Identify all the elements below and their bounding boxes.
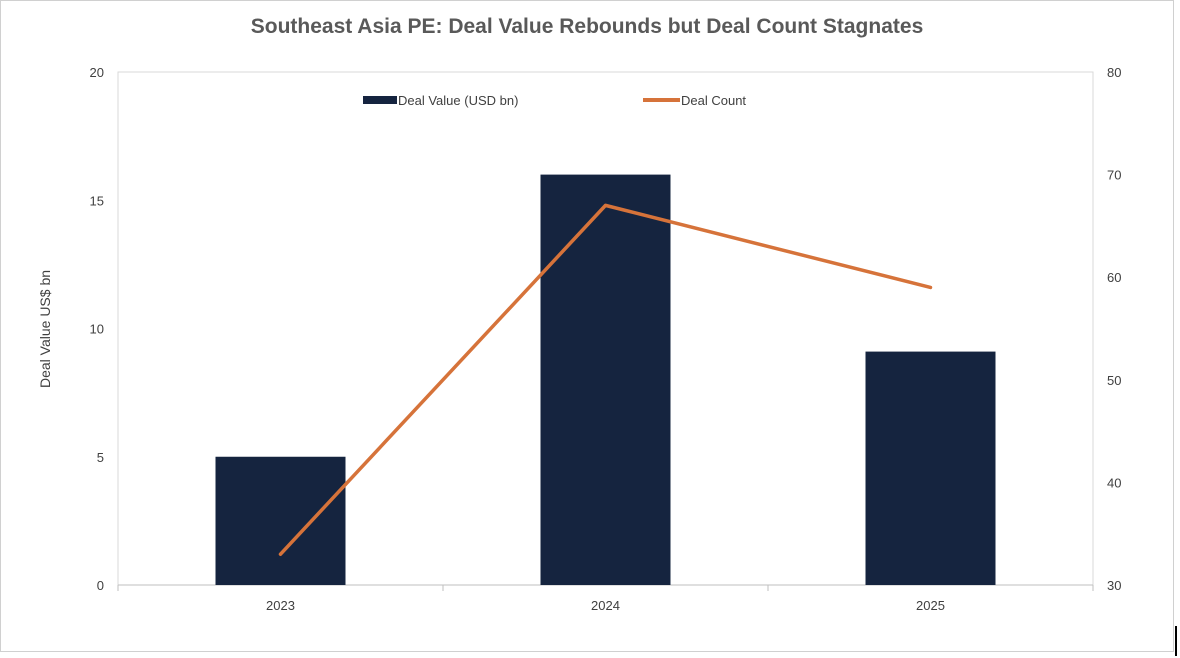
right-tick-label: 50 [1107,373,1121,388]
left-tick-label: 20 [90,65,104,80]
legend-line-label: Deal Count [681,93,746,108]
left-tick-label: 5 [97,450,104,465]
legend: Deal Value (USD bn) Deal Count [363,93,746,108]
x-tick-label: 2023 [266,598,295,613]
deal-count-point-2024 [604,203,607,207]
bar-2023 [215,456,346,585]
right-axis-ticks: 30 40 50 60 70 80 [1107,65,1121,593]
right-tick-label: 30 [1107,578,1121,593]
right-tick-label: 40 [1107,475,1121,490]
bar-2024 [540,174,671,585]
right-tick-label: 80 [1107,65,1121,80]
left-tick-label: 15 [90,193,104,208]
legend-bar-swatch [363,96,397,104]
left-tick-label: 10 [90,322,104,337]
x-tick-label: 2025 [916,598,945,613]
deal-count-point-2025 [929,285,932,289]
bar-2025 [865,351,996,585]
x-axis: 2023 2024 2025 [117,584,1094,613]
line-series [278,203,933,556]
corner-mark [1175,626,1177,656]
left-tick-label: 0 [97,578,104,593]
bar-series [215,174,996,585]
right-tick-label: 60 [1107,270,1121,285]
left-axis-ticks: 0 5 10 15 20 [90,65,104,593]
deal-count-point-2023 [279,552,282,556]
legend-bar-label: Deal Value (USD bn) [398,93,518,108]
chart-title: Southeast Asia PE: Deal Value Rebounds b… [251,15,924,38]
right-tick-label: 70 [1107,168,1121,183]
x-tick-label: 2024 [591,598,620,613]
y-axis-title: Deal Value US$ bn [37,270,53,388]
